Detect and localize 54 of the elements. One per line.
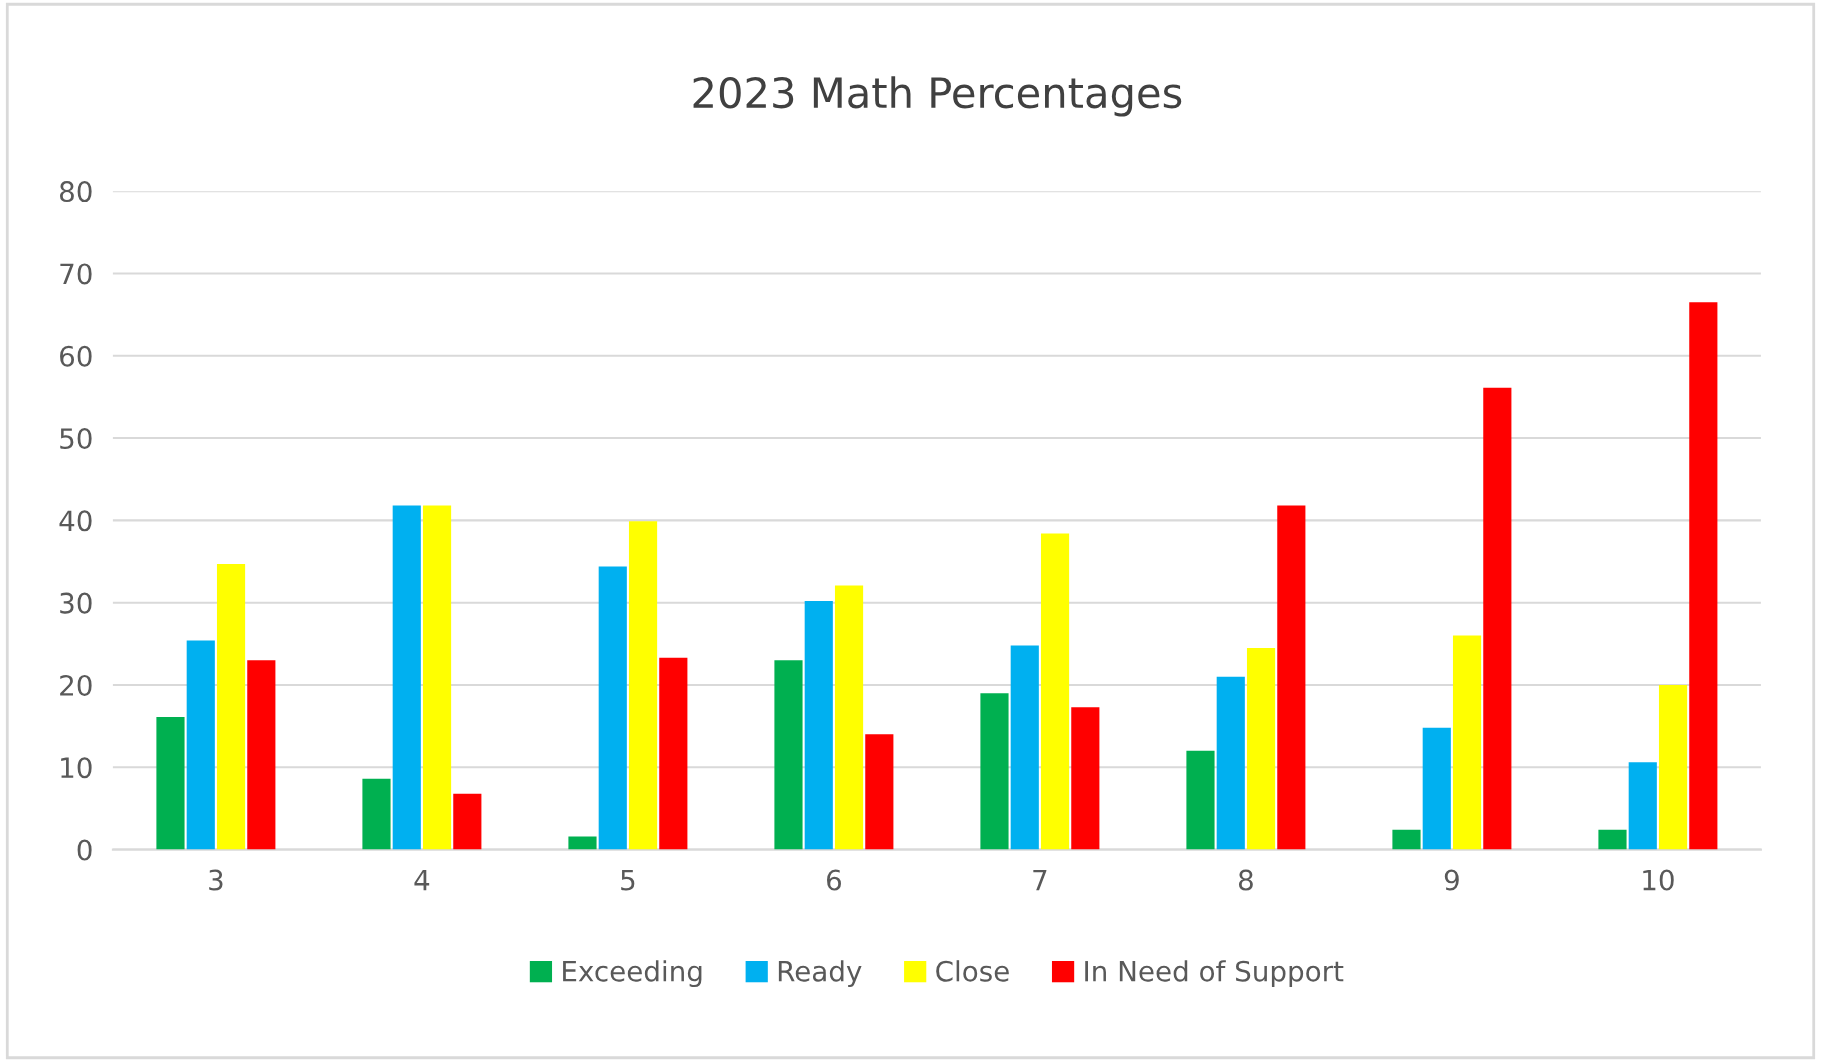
bar — [865, 734, 894, 850]
bar — [804, 601, 833, 850]
bar — [453, 793, 482, 850]
bar — [568, 836, 597, 850]
y-tick-label: 80 — [59, 181, 92, 203]
bar — [362, 778, 391, 850]
x-tick-label: 4 — [414, 869, 430, 891]
bar — [1392, 829, 1421, 850]
bar — [156, 717, 185, 850]
bar — [1658, 684, 1688, 850]
bar — [186, 640, 215, 850]
bar — [1216, 676, 1245, 850]
bar — [392, 505, 421, 850]
y-tick-label: 30 — [60, 592, 92, 614]
bar — [422, 505, 452, 850]
legend-label: Exceeding — [563, 960, 702, 988]
bar — [1483, 387, 1512, 850]
bar — [1422, 727, 1451, 850]
bar — [659, 657, 688, 850]
bar — [247, 660, 276, 850]
bar — [1277, 505, 1306, 850]
bar — [1689, 302, 1718, 850]
y-tick-label: 40 — [59, 510, 92, 532]
bar — [834, 585, 864, 850]
bar — [1040, 533, 1070, 850]
x-tick-label: 8 — [1238, 869, 1253, 891]
y-tick-label: 60 — [60, 345, 92, 367]
bar — [1071, 707, 1100, 850]
bar — [980, 693, 1009, 850]
y-tick-label: 10 — [61, 757, 92, 779]
x-tick-label: 5 — [621, 869, 635, 891]
bar — [1452, 635, 1482, 850]
bar — [598, 566, 627, 850]
bar — [1598, 829, 1627, 850]
bar — [1246, 647, 1276, 850]
y-tick-label: 50 — [60, 428, 92, 450]
legend-label: Ready — [778, 960, 862, 988]
x-tick-label: 3 — [209, 869, 223, 891]
y-tick-label: 20 — [60, 674, 92, 696]
bar — [1628, 762, 1657, 850]
x-tick-label: 6 — [827, 869, 841, 891]
x-tick-label: 10 — [1643, 869, 1674, 891]
legend-label: In Need of Support — [1085, 960, 1344, 988]
chart-title: 2023 Math Percentages — [693, 76, 1182, 117]
bar — [1186, 750, 1215, 850]
bar — [628, 521, 658, 850]
bar — [774, 660, 803, 850]
x-tick-label: 7 — [1033, 869, 1047, 891]
bar — [1010, 645, 1039, 850]
legend-label: Close — [936, 960, 1009, 982]
y-tick-label: 70 — [60, 263, 92, 285]
bar — [216, 564, 246, 850]
y-tick-label: 0 — [77, 839, 92, 861]
x-tick-label: 9 — [1444, 869, 1459, 891]
